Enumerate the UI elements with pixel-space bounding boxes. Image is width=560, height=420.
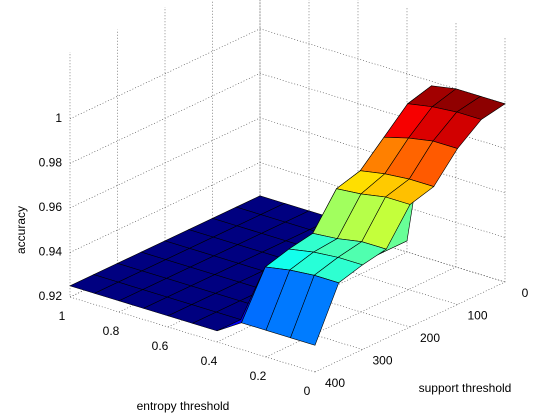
x-axis-label: entropy threshold (137, 399, 230, 413)
x-tick-label: 0.2 (250, 369, 267, 383)
surface-patch (290, 274, 340, 346)
x-tick-label: 0.8 (103, 324, 120, 338)
x-tick-label: 0.4 (201, 354, 218, 368)
z-tick-label: 0.92 (39, 289, 63, 303)
z-tick-label: 1 (55, 111, 62, 125)
y-tick-label: 200 (420, 331, 440, 345)
z-grid-line (69, 28, 506, 120)
x-tick-label: 0 (304, 384, 311, 398)
z-axis-label: accuracy (14, 206, 28, 254)
y-tick-label: 300 (372, 354, 392, 368)
x-tick-label: 1 (59, 309, 66, 323)
x-tick-label: 0.6 (152, 339, 169, 353)
y-axis-label: support threshold (419, 381, 512, 395)
z-tick-label: 0.96 (39, 200, 63, 214)
z-tick-label: 0.94 (39, 245, 63, 259)
y-tick-label: 0 (522, 286, 529, 300)
z-tick-label: 0.98 (39, 156, 63, 170)
y-tick-label: 100 (467, 309, 487, 323)
y-tick-label: 400 (325, 376, 345, 390)
